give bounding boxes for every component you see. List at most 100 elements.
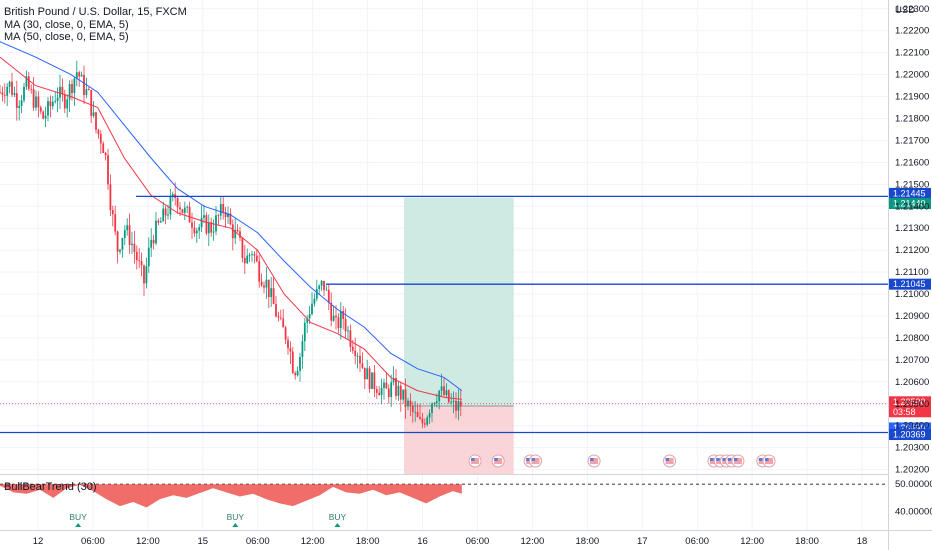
event-flag-icon[interactable] xyxy=(731,454,745,468)
y-tick-label: 1.22100 xyxy=(895,48,929,59)
candle-body xyxy=(279,317,282,319)
y-tick-label: 1.20200 xyxy=(895,465,929,476)
y-tick-label: 1.22300 xyxy=(895,4,929,15)
candle-body xyxy=(203,215,205,218)
candle-body xyxy=(162,208,165,222)
candle-body xyxy=(195,230,198,234)
event-flag-icon[interactable] xyxy=(663,454,677,468)
event-flag-canton xyxy=(716,458,720,461)
lower-level-label-text: 1.20369 xyxy=(893,430,926,440)
ma50-legend[interactable]: MA (50, close, 0, EMA, 5) xyxy=(4,31,129,43)
middle-level-label-bg xyxy=(889,278,931,290)
candle-body xyxy=(255,255,258,262)
candle-body xyxy=(447,390,450,403)
event-flag-icon[interactable] xyxy=(762,454,776,468)
y-tick-label: 1.20800 xyxy=(895,333,929,344)
entry-price-label-bg xyxy=(889,422,931,434)
candle-body xyxy=(95,112,97,130)
event-flag-canton xyxy=(727,458,732,461)
candle-body xyxy=(433,403,436,404)
candle-body xyxy=(303,322,306,342)
candle-body xyxy=(399,385,402,400)
candle-body xyxy=(145,266,148,284)
candle-body xyxy=(397,385,400,396)
candle-body xyxy=(20,100,23,106)
candle-body xyxy=(229,213,232,225)
candle-body xyxy=(445,390,448,395)
candle-body xyxy=(164,208,167,216)
x-tick-label: 18 xyxy=(857,536,868,547)
candle-body xyxy=(35,96,37,108)
candle-body xyxy=(234,229,237,239)
candle-body xyxy=(99,134,102,144)
ma50-line[interactable] xyxy=(0,41,463,392)
x-tick-label: 06:00 xyxy=(685,536,709,547)
lower-level-label-bg xyxy=(889,429,931,441)
candle-body xyxy=(315,288,318,299)
candle-body xyxy=(306,318,309,323)
candle-body xyxy=(176,198,179,208)
candle-body xyxy=(217,215,220,217)
candle-body xyxy=(42,111,45,119)
take-profit-label: 1.21440 xyxy=(889,198,931,209)
candle-body xyxy=(287,339,289,349)
candle-body xyxy=(0,92,1,93)
candle-body xyxy=(426,417,429,425)
event-flag-icon[interactable] xyxy=(468,454,482,468)
last-price-label-text: 1.20500 xyxy=(893,397,926,407)
event-flag-icon[interactable] xyxy=(491,454,505,468)
buy-signal-arrow-icon xyxy=(334,523,341,527)
candle-body xyxy=(450,401,453,403)
profit-zone[interactable] xyxy=(404,197,514,406)
candle-body xyxy=(159,221,162,223)
candle-body xyxy=(6,86,9,96)
event-flag-stripes xyxy=(494,458,503,464)
event-flag-canton xyxy=(590,458,594,461)
x-tick-label: 06:00 xyxy=(81,536,105,547)
candle-body xyxy=(359,355,361,364)
lower-level-label: 1.20369 xyxy=(889,429,931,441)
candle-body xyxy=(56,97,59,101)
bullbear-indicator: BUY BUY BUY xyxy=(0,483,888,527)
candle-body xyxy=(459,401,462,407)
event-flag-canton xyxy=(733,458,738,461)
entry-price-label-text: 1.20490 xyxy=(893,423,926,433)
ma30-line[interactable] xyxy=(0,56,462,400)
y-tick-label: 1.21100 xyxy=(895,267,929,278)
event-flag-icon[interactable] xyxy=(587,454,601,468)
indicator-title[interactable]: BullBearTrend (30) xyxy=(4,481,97,493)
candle-body xyxy=(80,74,83,77)
candle-body xyxy=(416,411,419,417)
candle-body xyxy=(181,209,184,213)
candle-body xyxy=(431,403,433,414)
buy-signal-label: BUY xyxy=(329,512,347,522)
event-flag-canton xyxy=(758,458,763,461)
event-flag-canton xyxy=(722,458,726,461)
candle-body xyxy=(210,222,213,233)
candle-body xyxy=(114,214,117,232)
candle-body xyxy=(30,88,33,90)
candle-body xyxy=(339,311,342,329)
x-tick-label: 17 xyxy=(637,536,648,547)
x-tick-label: 18:00 xyxy=(575,536,599,547)
y-tick-label: 1.21800 xyxy=(895,114,929,125)
candle-body xyxy=(368,368,371,389)
candle-body xyxy=(272,288,275,304)
candle-body xyxy=(25,76,28,87)
candle-body xyxy=(13,93,16,95)
y-tick-label: 1.21200 xyxy=(895,245,929,256)
y-tick-label: 1.20600 xyxy=(895,377,929,388)
economic-events[interactable] xyxy=(468,454,776,468)
candle-body xyxy=(59,86,61,98)
y-tick-label: 1.20500 xyxy=(895,399,929,410)
candle-body xyxy=(419,416,421,419)
event-flag-icon[interactable] xyxy=(528,454,542,468)
candle-body xyxy=(147,247,150,267)
ma30-legend[interactable]: MA (30, close, 0, EMA, 5) xyxy=(4,19,129,31)
y-tick-label: 1.20400 xyxy=(895,421,929,432)
candle-body xyxy=(73,78,76,93)
